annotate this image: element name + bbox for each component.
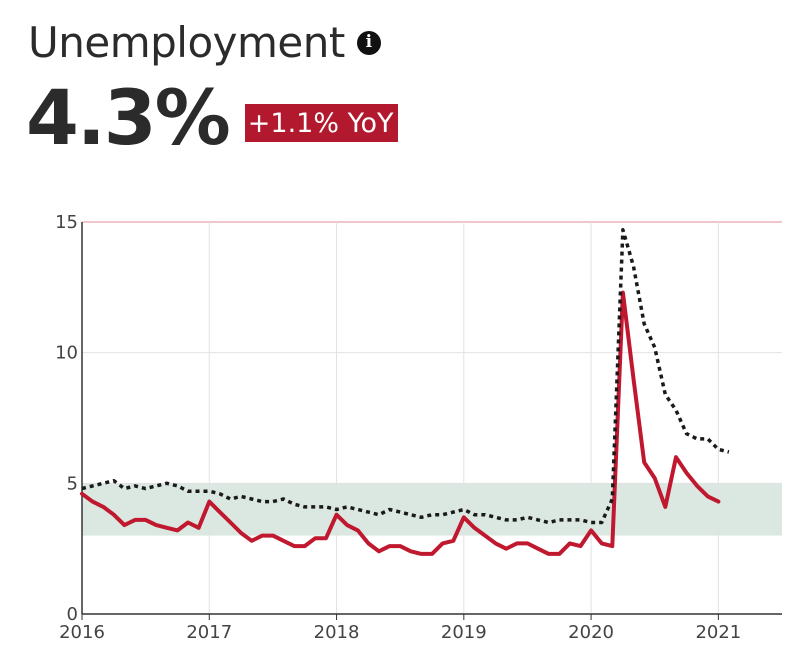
current-value: 4.3% — [26, 73, 231, 162]
header-title-row: Unemployment i — [28, 18, 381, 67]
x-tick-label: 2020 — [568, 622, 614, 643]
yoy-badge: +1.1% YoY — [244, 103, 398, 143]
x-tick-label: 2017 — [186, 622, 232, 643]
header-value-row: 4.3% +1.1% YoY — [26, 80, 398, 156]
y-tick-label: 0 — [67, 604, 78, 625]
normal-range-band — [82, 483, 782, 536]
x-tick-label: 2019 — [441, 622, 487, 643]
unemployment-line-chart: 0 5 10 15 2016 2017 2018 2019 2020 2021 — [55, 212, 782, 643]
x-tick-label: 2021 — [695, 622, 741, 643]
x-tick-label: 2018 — [314, 622, 360, 643]
y-tick-label: 15 — [55, 212, 78, 233]
info-icon[interactable]: i — [356, 30, 381, 55]
local-series-line — [80, 290, 721, 556]
x-tick-label: 2016 — [59, 622, 105, 643]
y-tick-label: 5 — [67, 473, 78, 494]
page-title: Unemployment — [28, 18, 345, 67]
y-tick-label: 10 — [55, 343, 78, 364]
national-series-line — [81, 228, 730, 525]
